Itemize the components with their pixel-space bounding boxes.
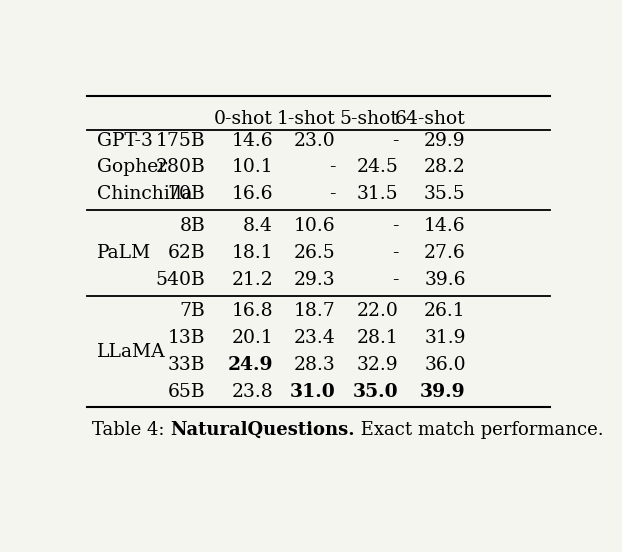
Text: PaLM: PaLM [97, 244, 151, 262]
Text: 23.4: 23.4 [294, 329, 336, 347]
Text: 33B: 33B [168, 356, 205, 374]
Text: 28.2: 28.2 [424, 158, 466, 177]
Text: -: - [392, 217, 398, 235]
Text: 31.0: 31.0 [290, 383, 336, 401]
Text: 24.9: 24.9 [228, 356, 273, 374]
Text: 20.1: 20.1 [231, 329, 273, 347]
Text: -: - [392, 244, 398, 262]
Text: 14.6: 14.6 [231, 131, 273, 150]
Text: 35.5: 35.5 [424, 185, 466, 203]
Text: 35.0: 35.0 [353, 383, 398, 401]
Text: 26.1: 26.1 [424, 302, 466, 321]
Text: 24.5: 24.5 [356, 158, 398, 177]
Text: 18.1: 18.1 [231, 244, 273, 262]
Text: 16.8: 16.8 [231, 302, 273, 321]
Text: 7B: 7B [180, 302, 205, 321]
Text: 70B: 70B [168, 185, 205, 203]
Text: 39.6: 39.6 [424, 270, 466, 289]
Text: 26.5: 26.5 [294, 244, 336, 262]
Text: 175B: 175B [156, 131, 205, 150]
Text: 8B: 8B [180, 217, 205, 235]
Text: 32.9: 32.9 [356, 356, 398, 374]
Text: 28.3: 28.3 [294, 356, 336, 374]
Text: -: - [392, 270, 398, 289]
Text: -: - [329, 158, 336, 177]
Text: 28.1: 28.1 [356, 329, 398, 347]
Text: 280B: 280B [156, 158, 205, 177]
Text: 540B: 540B [156, 270, 205, 289]
Text: 27.6: 27.6 [424, 244, 466, 262]
Text: 31.5: 31.5 [356, 185, 398, 203]
Text: 21.2: 21.2 [231, 270, 273, 289]
Text: Chinchilla: Chinchilla [97, 185, 193, 203]
Text: 29.9: 29.9 [424, 131, 466, 150]
Text: 5-shot: 5-shot [340, 110, 398, 129]
Text: 29.3: 29.3 [294, 270, 336, 289]
Text: 8.4: 8.4 [243, 217, 273, 235]
Text: 62B: 62B [168, 244, 205, 262]
Text: 1-shot: 1-shot [277, 110, 336, 129]
Text: 10.1: 10.1 [231, 158, 273, 177]
Text: 13B: 13B [168, 329, 205, 347]
Text: 23.0: 23.0 [294, 131, 336, 150]
Text: GPT-3: GPT-3 [97, 131, 153, 150]
Text: 65B: 65B [168, 383, 205, 401]
Text: -: - [392, 131, 398, 150]
Text: Table 4:: Table 4: [92, 421, 170, 439]
Text: 22.0: 22.0 [356, 302, 398, 321]
Text: -: - [329, 185, 336, 203]
Text: Exact match performance.: Exact match performance. [355, 421, 604, 439]
Text: 23.8: 23.8 [231, 383, 273, 401]
Text: 16.6: 16.6 [231, 185, 273, 203]
Text: 14.6: 14.6 [424, 217, 466, 235]
Text: 0-shot: 0-shot [214, 110, 273, 129]
Text: 39.9: 39.9 [420, 383, 466, 401]
Text: Gopher: Gopher [97, 158, 167, 177]
Text: 36.0: 36.0 [424, 356, 466, 374]
Text: LLaMA: LLaMA [97, 343, 165, 360]
Text: 64-shot: 64-shot [395, 110, 466, 129]
Text: 31.9: 31.9 [424, 329, 466, 347]
Text: 18.7: 18.7 [294, 302, 336, 321]
Text: 10.6: 10.6 [294, 217, 336, 235]
Text: NaturalQuestions.: NaturalQuestions. [170, 421, 355, 439]
